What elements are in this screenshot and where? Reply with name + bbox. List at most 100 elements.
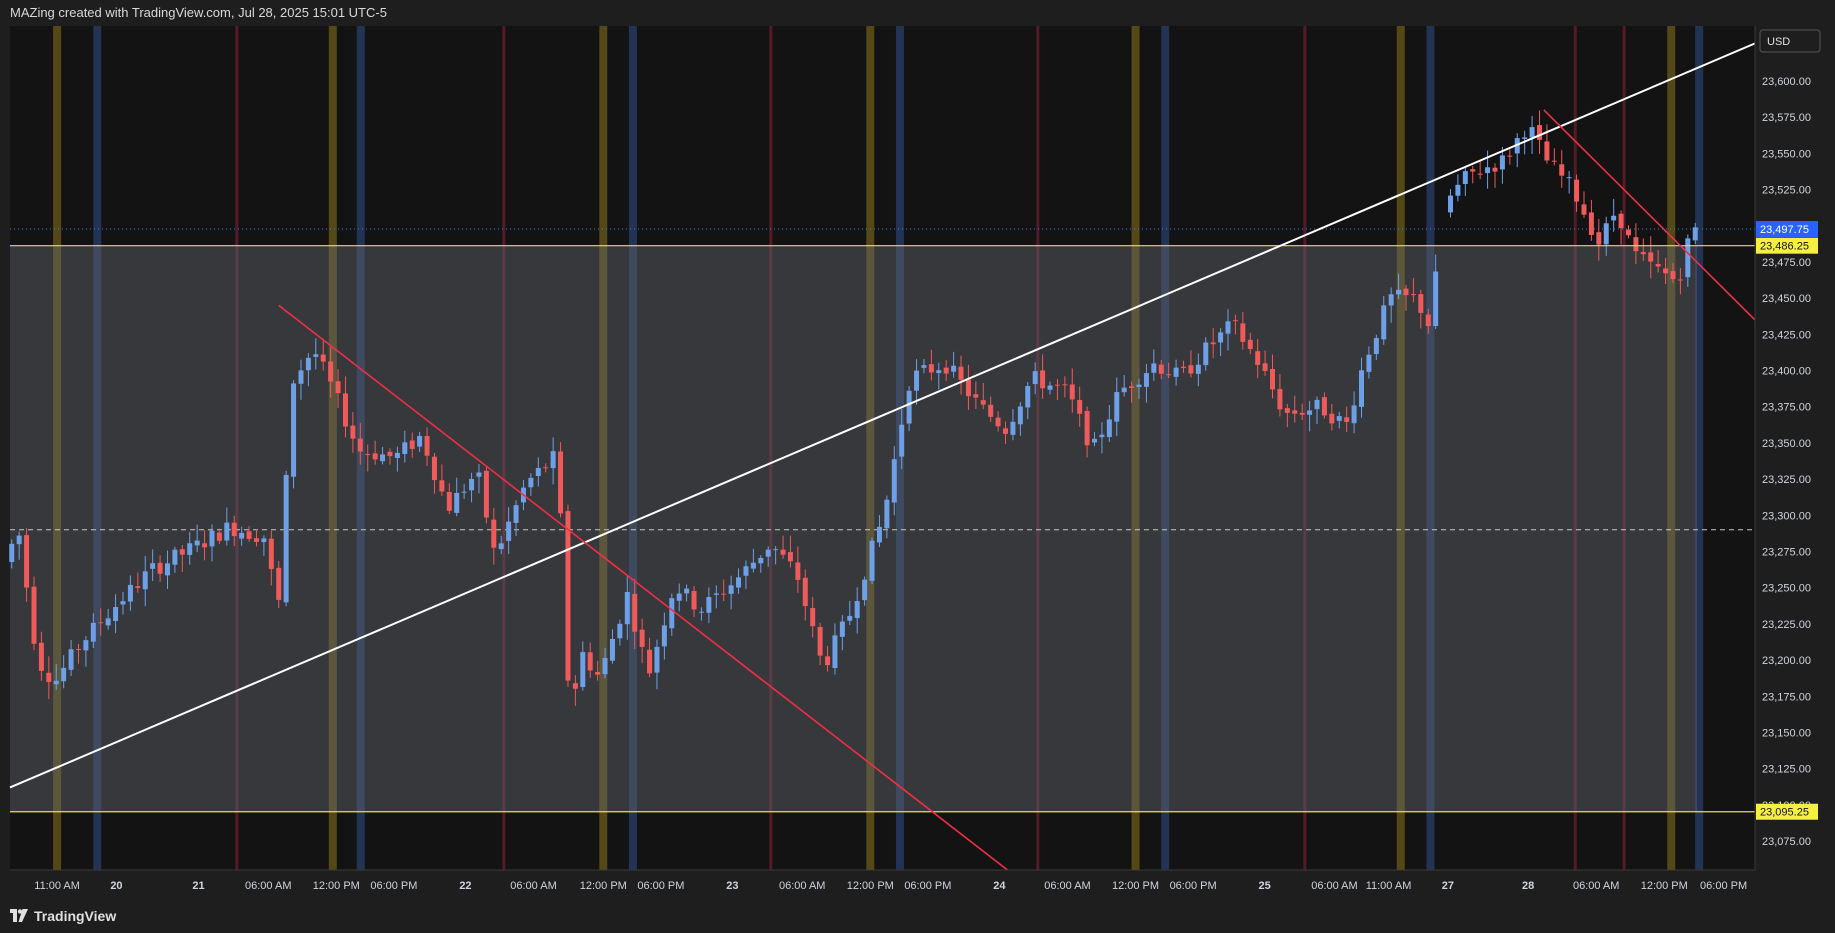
candle-body: [24, 535, 30, 588]
currency-badge: USD: [1759, 29, 1821, 53]
candle-down: [928, 349, 934, 381]
candle-up: [1203, 337, 1209, 371]
candle-up: [899, 409, 905, 470]
price-tick-label: 23,300.00: [1762, 510, 1811, 522]
candle-up: [728, 575, 734, 610]
price-axis-background: [1755, 26, 1835, 900]
candle-body: [75, 648, 81, 650]
candle-body: [1648, 252, 1654, 262]
candle-down: [1648, 236, 1654, 279]
candle-up: [298, 359, 304, 400]
candle-up: [498, 535, 504, 555]
session-band-red: [1036, 26, 1040, 870]
candle-body: [1366, 354, 1372, 372]
candle-up: [209, 524, 215, 562]
candle-down: [795, 546, 801, 593]
candle-down: [135, 572, 141, 593]
candle-up: [661, 612, 667, 660]
candle-body: [995, 417, 1001, 427]
candle-down: [1240, 312, 1246, 350]
candle-down: [342, 376, 348, 438]
candle-up: [1433, 254, 1439, 330]
price-tick-label: 23,350.00: [1762, 438, 1811, 450]
candle-body: [1388, 294, 1394, 306]
candle-body: [164, 563, 170, 576]
price-tick-label: 23,325.00: [1762, 474, 1811, 486]
session-band-gold: [1396, 26, 1405, 870]
candle-up: [535, 457, 541, 487]
price-tick-label: 23,450.00: [1762, 293, 1811, 305]
time-tick-label: 06:00 AM: [510, 880, 556, 892]
candle-body: [179, 549, 185, 555]
candle-body: [647, 649, 653, 674]
candle-body: [758, 557, 764, 564]
candle-body: [1262, 363, 1268, 372]
tradingview-brand[interactable]: TradingView: [10, 908, 116, 924]
candle-down: [780, 535, 786, 559]
candle-body: [1040, 370, 1046, 389]
candle-down: [558, 442, 564, 518]
candle-body: [246, 531, 252, 539]
candle-up: [847, 600, 853, 626]
candle-up: [120, 591, 126, 615]
candle-body: [365, 454, 371, 456]
candle-body: [1025, 386, 1031, 408]
candle-body: [1247, 339, 1253, 350]
brand-label: TradingView: [34, 908, 117, 924]
candle-down: [1507, 149, 1513, 165]
candle-body: [1470, 169, 1476, 172]
candle-down: [1418, 289, 1424, 329]
tradingview-logo-icon: [10, 909, 28, 922]
candle-body: [1559, 164, 1565, 176]
candle-down: [595, 660, 601, 681]
candle-down: [268, 530, 274, 586]
time-tick-label: 06:00 AM: [779, 880, 825, 892]
candle-down: [75, 643, 81, 664]
candle-down: [350, 411, 356, 453]
candle-up: [854, 587, 860, 634]
candle-up: [706, 587, 712, 624]
candle-body: [461, 491, 467, 493]
price-tick-label: 23,575.00: [1762, 112, 1811, 124]
candle-up: [1351, 391, 1357, 434]
candle-up: [194, 524, 200, 553]
candle-up: [261, 535, 267, 556]
candle-body: [1581, 204, 1587, 215]
candle-body: [268, 538, 274, 570]
candle-down: [1181, 360, 1187, 373]
candle-up: [921, 358, 927, 374]
candle-down: [1299, 403, 1305, 421]
candle-down: [1188, 350, 1194, 378]
candle-up: [1499, 146, 1505, 184]
candle-body: [1640, 252, 1646, 255]
candle-up: [609, 629, 615, 664]
candle-body: [417, 435, 423, 447]
candle-up: [1529, 115, 1535, 154]
candle-body: [965, 379, 971, 397]
candle-body: [424, 436, 430, 456]
candle-body: [1485, 167, 1491, 174]
candle-body: [669, 598, 675, 629]
candle-body: [1106, 419, 1112, 438]
candle-body: [1677, 279, 1683, 281]
candle-body: [239, 532, 245, 539]
candle-body: [98, 622, 104, 624]
candle-body: [454, 492, 460, 513]
candle-down: [647, 637, 653, 678]
price-chart[interactable]: 23,075.0023,100.0023,125.0023,150.0023,1…: [0, 26, 1835, 900]
price-tick-label: 23,375.00: [1762, 402, 1811, 414]
candle-body: [661, 625, 667, 647]
candle-body: [328, 361, 334, 382]
candle-down: [1677, 268, 1683, 295]
candle-body: [1321, 397, 1327, 416]
candle-up: [1366, 346, 1372, 379]
candle-body: [231, 522, 237, 537]
candle-body: [1381, 305, 1387, 340]
candle-down: [721, 579, 727, 602]
session-band-gold: [328, 26, 337, 870]
candle-down: [1655, 250, 1661, 273]
candle-up: [305, 353, 311, 387]
candle-down: [1618, 210, 1624, 245]
candle-down: [1077, 386, 1083, 427]
price-tick-label: 23,600.00: [1762, 76, 1811, 88]
